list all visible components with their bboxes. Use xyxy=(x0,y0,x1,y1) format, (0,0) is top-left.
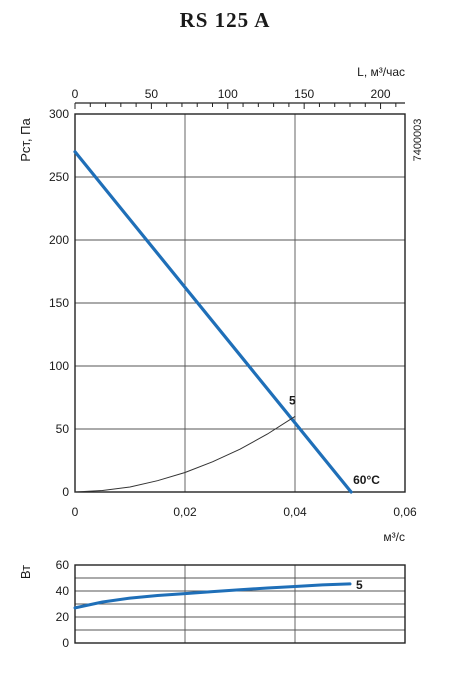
top-x-tick-label: 100 xyxy=(218,87,238,101)
power-y-tick-label: 20 xyxy=(56,610,70,624)
y-tick-label: 200 xyxy=(49,233,69,247)
chart-title: RS 125 A xyxy=(179,8,271,32)
y-tick-label: 50 xyxy=(56,422,70,436)
fan-curve-line xyxy=(73,150,353,494)
system-curve-label: 5 xyxy=(289,393,296,407)
power-y-tick-label: 60 xyxy=(56,558,70,572)
power-curve-label: 5 xyxy=(356,578,363,592)
x-tick-label: 0 xyxy=(72,505,79,519)
fan-curve-label: 60°C xyxy=(353,473,380,487)
power-plot-frame xyxy=(74,564,406,644)
y-tick-label: 100 xyxy=(49,359,69,373)
y-tick-label: 150 xyxy=(49,296,69,310)
x-tick-label: 0,06 xyxy=(393,505,417,519)
bottom-axis-label: м³/с xyxy=(383,530,405,544)
y-tick-label: 250 xyxy=(49,170,69,184)
power-y-tick-label: 0 xyxy=(62,636,69,650)
power-y-tick-label: 40 xyxy=(56,584,70,598)
y-tick-label: 300 xyxy=(49,107,69,121)
y-axis-label: Pст, Па xyxy=(18,117,33,161)
x-tick-label: 0,02 xyxy=(173,505,197,519)
system-curve-line xyxy=(74,415,296,493)
plot-frame xyxy=(74,113,406,493)
power-y-axis-label: Вт xyxy=(18,565,33,579)
top-axis-label: L, м³/час xyxy=(357,65,405,79)
top-x-tick-label: 150 xyxy=(294,87,314,101)
x-tick-label: 0,04 xyxy=(283,505,307,519)
top-x-tick-label: 0 xyxy=(72,87,79,101)
y-tick-label: 0 xyxy=(62,485,69,499)
product-code: 7400003 xyxy=(412,119,424,162)
power-curve-line xyxy=(73,582,352,610)
top-x-tick-label: 200 xyxy=(371,87,391,101)
top-x-tick-label: 50 xyxy=(145,87,159,101)
